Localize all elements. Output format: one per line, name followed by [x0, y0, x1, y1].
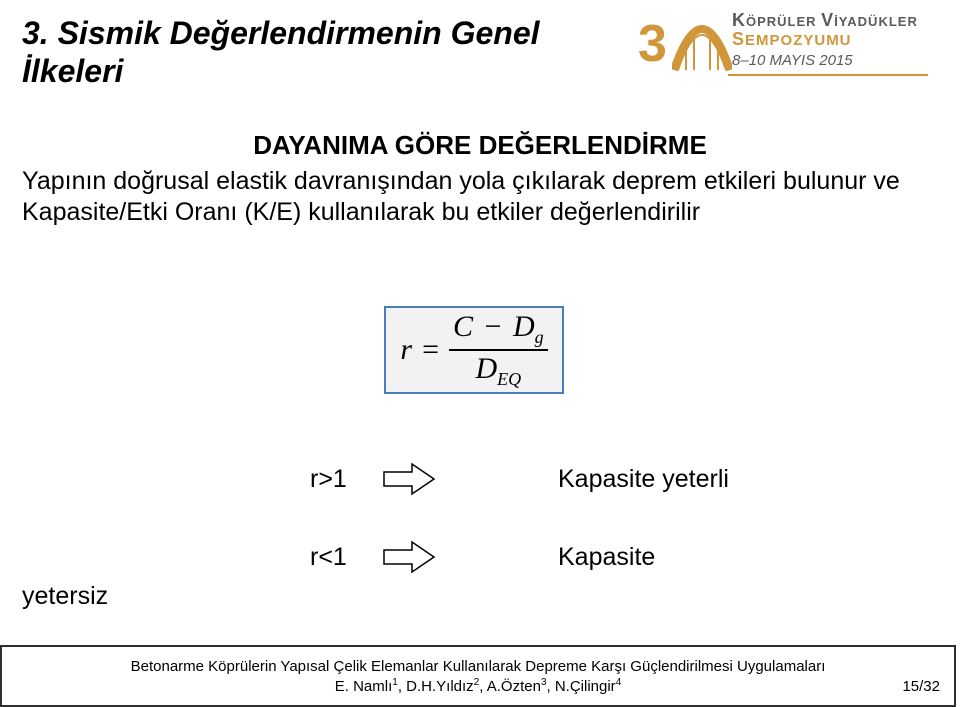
formula: r = C − Dg DEQ — [400, 311, 547, 389]
arrow-icon — [382, 540, 436, 574]
condition-row-1: r>1 Kapasite yeterli — [310, 462, 729, 496]
formula-numerator: C − Dg — [449, 311, 548, 347]
cond2-overflow: yetersiz — [22, 582, 108, 611]
event-rule — [728, 74, 928, 76]
cond2-lhs: r<1 — [310, 543, 370, 572]
event-line-2: SEMPOZYUMU — [732, 29, 918, 50]
event-dates: 8–10 MAYIS 2015 — [732, 52, 918, 69]
formula-lhs: r — [400, 333, 412, 367]
formula-box: r = C − Dg DEQ — [384, 306, 564, 394]
footer: Betonarme Köprülerin Yapısal Çelik Elema… — [0, 645, 956, 707]
event-number: 3 — [638, 14, 667, 74]
cond2-rhs: Kapasite — [558, 543, 655, 572]
condition-row-2: r<1 Kapasite — [310, 540, 655, 574]
cond1-rhs: Kapasite yeterli — [558, 465, 729, 494]
fraction-bar — [449, 349, 548, 351]
cond1-lhs: r>1 — [310, 465, 370, 494]
arrow-icon — [382, 462, 436, 496]
body-paragraph: Yapının doğrusal elastik davranışından y… — [22, 166, 938, 229]
footer-authors: E. Namlı1, D.H.Yıldız2, A.Özten3, N.Çili… — [335, 677, 622, 695]
formula-eq: = — [422, 333, 439, 367]
page-number: 15/32 — [902, 678, 940, 695]
section-title: 3. Sismik Değerlendirmenin Genel İlkeler… — [22, 14, 582, 91]
formula-denominator: DEQ — [471, 353, 525, 389]
event-logo: 3 KÖPRÜLER VİYADÜKLER SEMPOZYUMU 8–10 MA… — [638, 6, 938, 106]
event-text: KÖPRÜLER VİYADÜKLER SEMPOZYUMU 8–10 MAYI… — [732, 10, 918, 69]
bridge-arc-icon — [672, 10, 732, 80]
event-line-1: KÖPRÜLER VİYADÜKLER — [732, 10, 918, 31]
formula-fraction: C − Dg DEQ — [449, 311, 548, 389]
footer-title: Betonarme Köprülerin Yapısal Çelik Elema… — [131, 658, 826, 675]
title-line-1: 3. Sismik Değerlendirmenin Genel — [22, 15, 540, 51]
slide: 3. Sismik Değerlendirmenin Genel İlkeler… — [0, 0, 960, 707]
subtitle: DAYANIMA GÖRE DEĞERLENDİRME — [0, 130, 960, 161]
title-line-2: İlkeleri — [22, 53, 123, 89]
